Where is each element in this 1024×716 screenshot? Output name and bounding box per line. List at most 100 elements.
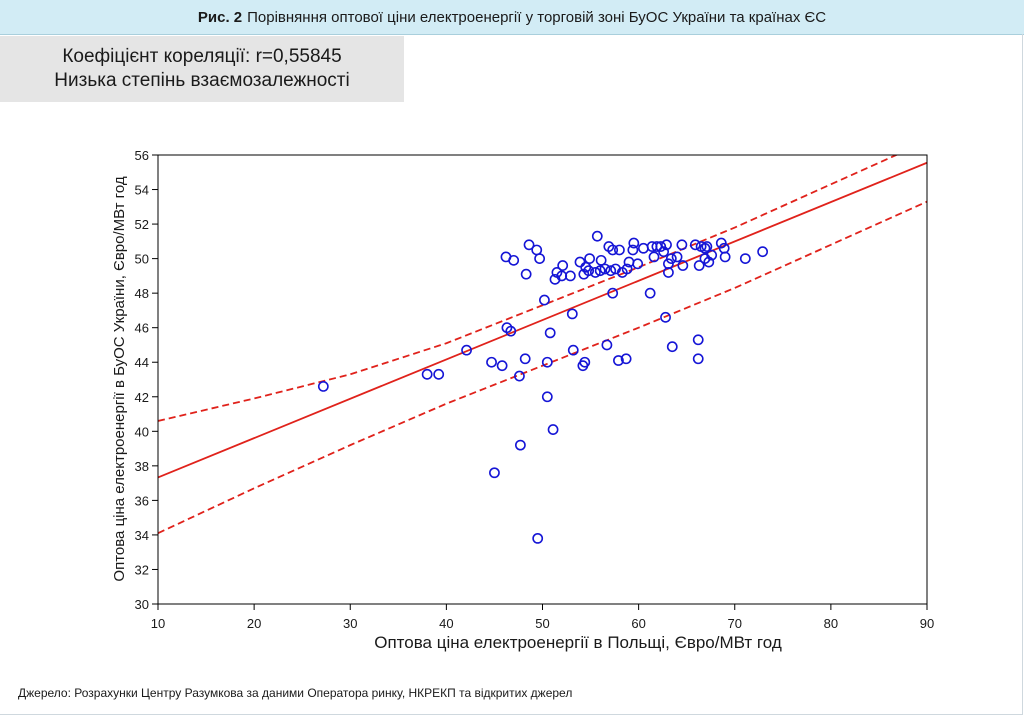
data-point bbox=[648, 251, 660, 263]
data-point bbox=[534, 253, 546, 265]
data-point bbox=[523, 239, 535, 251]
correlation-interpretation: Низька степінь взаємозалежності bbox=[54, 70, 350, 91]
data-point bbox=[607, 287, 619, 299]
y-tick-label: 40 bbox=[135, 424, 149, 439]
data-point bbox=[547, 424, 559, 435]
y-tick-label: 30 bbox=[135, 597, 149, 612]
data-point bbox=[508, 254, 520, 266]
y-axis-label: Оптова ціна електроенергії в БуОС Україн… bbox=[111, 176, 128, 581]
data-point bbox=[566, 308, 578, 320]
data-point bbox=[607, 244, 619, 256]
data-point bbox=[706, 249, 718, 261]
y-tick-label: 32 bbox=[135, 562, 149, 577]
data-point bbox=[541, 356, 553, 368]
data-point bbox=[496, 360, 508, 372]
x-tick-label: 30 bbox=[343, 616, 357, 631]
data-point bbox=[461, 344, 472, 356]
data-point bbox=[676, 239, 688, 251]
data-point bbox=[599, 263, 611, 275]
data-point bbox=[627, 244, 639, 256]
data-point bbox=[541, 391, 553, 403]
data-point bbox=[613, 355, 624, 366]
x-tick-label: 50 bbox=[535, 616, 549, 631]
y-tick-label: 36 bbox=[135, 493, 149, 508]
data-point bbox=[655, 241, 667, 252]
data-point bbox=[620, 353, 632, 365]
data-point bbox=[628, 237, 640, 249]
data-point bbox=[589, 267, 601, 278]
data-point bbox=[520, 268, 532, 280]
data-point bbox=[532, 532, 544, 544]
data-point bbox=[595, 254, 607, 266]
source-note: Джерело: Розрахунки Центру Разумкова за … bbox=[18, 686, 573, 700]
data-point bbox=[739, 253, 751, 265]
data-point bbox=[486, 356, 497, 368]
y-tick-label: 46 bbox=[135, 321, 149, 336]
y-tick-label: 38 bbox=[135, 459, 149, 474]
y-tick-label: 42 bbox=[135, 390, 149, 405]
data-point bbox=[574, 256, 586, 268]
data-point bbox=[661, 239, 672, 251]
x-tick-label: 20 bbox=[247, 616, 261, 631]
y-tick-label: 56 bbox=[135, 148, 149, 163]
data-point bbox=[621, 263, 633, 275]
data-point bbox=[601, 339, 613, 351]
x-tick-label: 70 bbox=[728, 616, 742, 631]
data-point bbox=[489, 467, 500, 479]
data-point bbox=[692, 353, 704, 365]
figure-title: Порівняння оптової ціни електроенергії у… bbox=[247, 8, 827, 26]
data-point bbox=[584, 253, 596, 265]
y-tick-label: 50 bbox=[135, 252, 149, 267]
data-point bbox=[514, 370, 525, 382]
data-point bbox=[719, 251, 731, 263]
data-point bbox=[505, 325, 517, 337]
confidence-band-upper bbox=[158, 155, 899, 422]
data-point bbox=[594, 265, 606, 277]
data-point bbox=[677, 260, 689, 271]
data-point bbox=[514, 439, 526, 451]
data-point bbox=[579, 356, 591, 368]
data-point bbox=[638, 242, 649, 254]
data-point bbox=[544, 327, 556, 339]
figure-title-bar: Рис. 2 Порівняння оптової ціни електроен… bbox=[0, 0, 1024, 35]
data-point bbox=[580, 261, 592, 273]
data-point bbox=[583, 265, 595, 277]
y-tick-label: 52 bbox=[135, 217, 149, 232]
y-tick-label: 34 bbox=[135, 528, 149, 543]
x-axis-label: Оптова ціна електроенергії в Польщі, Євр… bbox=[374, 633, 782, 652]
data-point bbox=[531, 244, 543, 256]
data-point bbox=[699, 242, 711, 254]
data-point bbox=[663, 267, 674, 278]
data-point bbox=[689, 239, 701, 251]
data-point bbox=[658, 246, 670, 258]
data-point bbox=[317, 381, 329, 392]
y-tick-label: 54 bbox=[135, 183, 149, 198]
data-point bbox=[605, 265, 617, 277]
figure-label: Рис. 2 bbox=[197, 8, 243, 26]
data-point bbox=[671, 251, 683, 263]
x-tick-label: 80 bbox=[824, 616, 838, 631]
regression-line bbox=[158, 161, 927, 479]
data-point bbox=[632, 258, 644, 270]
data-point bbox=[644, 287, 656, 299]
correlation-box: Коефіцієнт кореляції: r=0,55845 Низька с… bbox=[0, 36, 404, 102]
data-point bbox=[591, 230, 603, 242]
y-tick-label: 48 bbox=[135, 286, 149, 301]
data-point bbox=[693, 260, 705, 271]
y-tick-label: 44 bbox=[135, 355, 149, 370]
data-point bbox=[433, 368, 445, 380]
data-point bbox=[660, 311, 671, 323]
data-point bbox=[665, 253, 677, 265]
confidence-band-lower bbox=[158, 200, 927, 535]
data-point bbox=[703, 256, 715, 268]
x-tick-label: 10 bbox=[151, 616, 165, 631]
data-point bbox=[557, 260, 569, 271]
data-point bbox=[666, 341, 678, 353]
x-tick-label: 60 bbox=[631, 616, 645, 631]
data-point bbox=[421, 368, 433, 380]
data-point bbox=[614, 244, 625, 256]
data-point bbox=[519, 353, 531, 365]
data-point bbox=[757, 246, 769, 258]
data-point bbox=[701, 241, 713, 252]
